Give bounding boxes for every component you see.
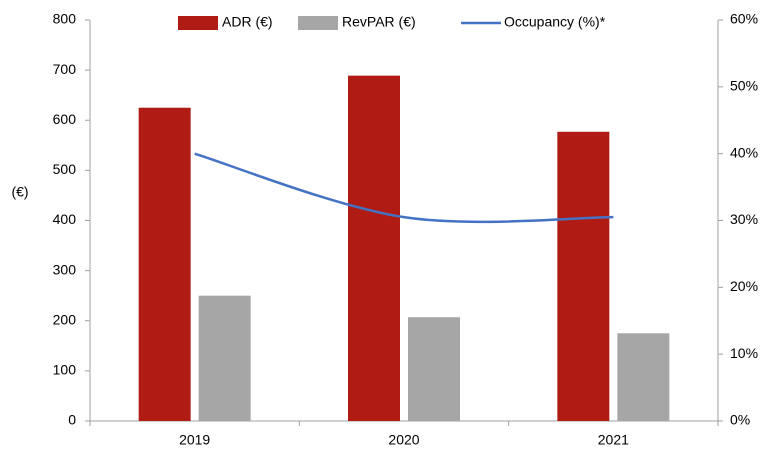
y2-tick-label: 40% [730, 144, 758, 160]
y-tick-label: 0 [68, 412, 76, 428]
x-tick-label: 2021 [598, 432, 629, 448]
legend-label: Occupancy (%)* [504, 14, 606, 30]
y-tick-label: 500 [53, 161, 77, 177]
x-tick-label: 2019 [179, 432, 210, 448]
bar [198, 295, 251, 421]
y-tick-label: 800 [53, 11, 77, 27]
bar [617, 333, 670, 421]
legend-label: RevPAR (€) [342, 14, 416, 30]
y-tick-label: 100 [53, 362, 77, 378]
y-axis-label: (€) [11, 184, 28, 200]
y2-tick-label: 20% [730, 278, 758, 294]
y-tick-label: 200 [53, 311, 77, 327]
y-tick-label: 300 [53, 261, 77, 277]
y-tick-label: 700 [53, 61, 77, 77]
y-tick-label: 600 [53, 111, 77, 127]
bar [557, 131, 610, 421]
legend-label: ADR (€) [222, 14, 273, 30]
x-tick-label: 2020 [388, 432, 419, 448]
line [194, 152, 614, 224]
y2-tick-label: 10% [730, 345, 758, 361]
y2-tick-label: 50% [730, 78, 758, 94]
bar [138, 107, 191, 421]
y2-tick-label: 0% [730, 412, 750, 428]
legend-swatch [178, 16, 218, 30]
y-tick-label: 400 [53, 211, 77, 227]
bar [348, 75, 400, 422]
bar [408, 317, 460, 421]
legend-swatch [298, 16, 338, 30]
y2-tick-label: 60% [730, 11, 758, 27]
y2-tick-label: 30% [730, 211, 758, 227]
